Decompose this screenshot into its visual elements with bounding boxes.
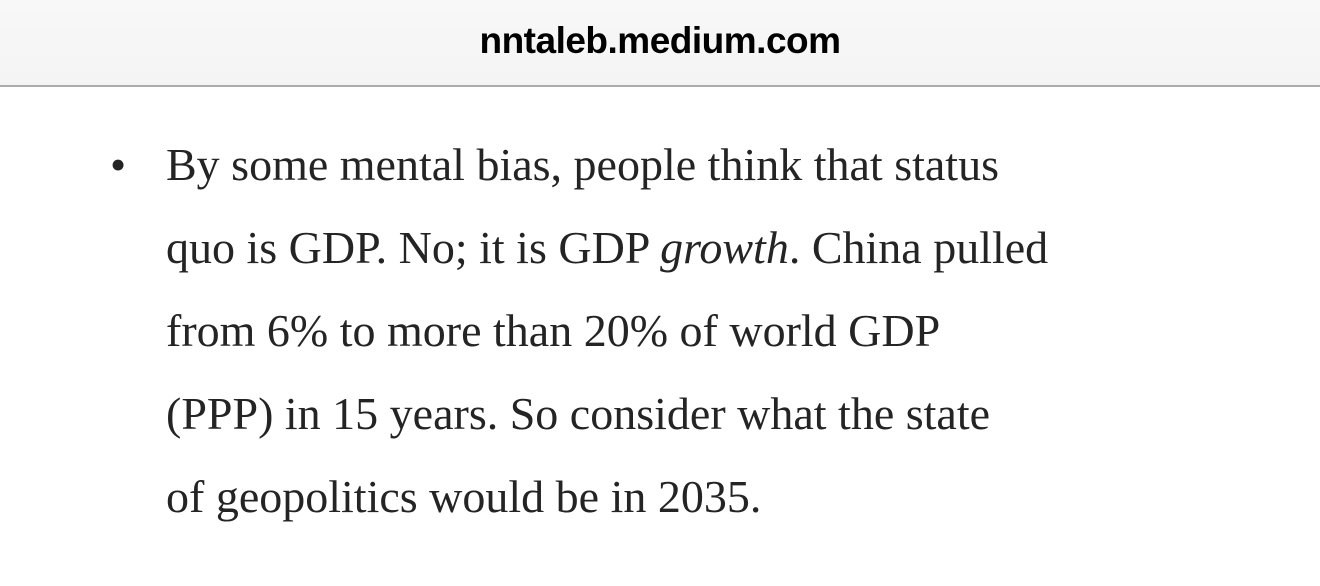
- text-line-4-text: (PPP) in 15 years. So consider what the …: [166, 388, 991, 439]
- list-item: • By some mental bias, people think that…: [0, 123, 1320, 538]
- bullet-text: By some mental bias, people think that s…: [166, 123, 1260, 538]
- text-line-5: of geopolitics would be in 2035.: [166, 455, 1260, 538]
- text-line-4: (PPP) in 15 years. So consider what the …: [166, 372, 1260, 455]
- bullet-marker: •: [110, 139, 127, 190]
- article-content: • By some mental bias, people think that…: [0, 87, 1320, 538]
- browser-url-bar: nntaleb.medium.com: [0, 0, 1320, 87]
- text-line-1-text: By some mental bias, people think that s…: [166, 139, 999, 190]
- text-line-5-text: of geopolitics would be in 2035.: [166, 471, 762, 522]
- text-line-3-text: from 6% to more than 20% of world GDP: [166, 305, 941, 356]
- text-line-2: quo is GDP. No; it is GDP growth. China …: [166, 206, 1260, 289]
- text-line-2-before: quo is GDP. No; it is GDP: [166, 222, 661, 273]
- text-line-1: By some mental bias, people think that s…: [166, 123, 1260, 206]
- text-line-3: from 6% to more than 20% of world GDP: [166, 289, 1260, 372]
- italic-word-growth: growth: [660, 222, 789, 273]
- url-text[interactable]: nntaleb.medium.com: [479, 20, 841, 61]
- text-line-2-after: . China pulled: [788, 222, 1049, 273]
